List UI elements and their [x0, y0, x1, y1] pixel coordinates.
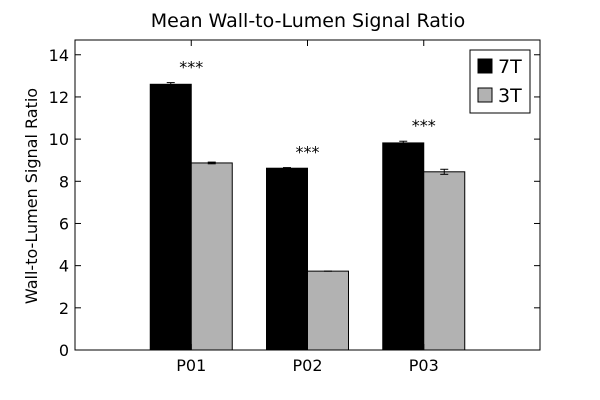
chart-title: Mean Wall-to-Lumen Signal Ratio: [151, 10, 465, 32]
y-tick-label-12: 12: [49, 88, 69, 107]
bar-7t-p01: [149, 83, 192, 351]
y-tick-label-8: 8: [59, 172, 69, 191]
bar-3t-p01: [190, 162, 233, 351]
significance-group: *** *** ***: [179, 58, 436, 162]
bar-3t-p03: [423, 171, 466, 351]
significance-marker-p01: ***: [179, 58, 203, 77]
y-axis-ticks: 0 2 4 6 8 10 12 14: [49, 46, 540, 360]
y-tick-label-10: 10: [49, 130, 69, 149]
error-bars-group: [166, 82, 449, 272]
legend-label-3t: 3T: [498, 85, 522, 107]
legend-label-7t: 7T: [498, 56, 522, 78]
bar-7t-p02: [266, 167, 308, 351]
x-axis-ticks: P01 P02 P03: [176, 40, 439, 375]
y-tick-label-6: 6: [59, 214, 69, 233]
x-tick-label-p02: P02: [292, 356, 322, 375]
significance-marker-p03: ***: [412, 116, 436, 135]
legend-swatch-7t: [477, 58, 493, 74]
y-tick-label-2: 2: [59, 299, 69, 318]
significance-marker-p02: ***: [296, 143, 320, 162]
bar-3t-p02: [307, 270, 349, 351]
y-tick-label-0: 0: [59, 341, 69, 360]
x-tick-label-p03: P03: [409, 356, 439, 375]
y-tick-label-4: 4: [59, 257, 69, 276]
x-tick-label-p01: P01: [176, 356, 206, 375]
legend-swatch-3t: [477, 87, 493, 103]
bar-7t-p03: [382, 142, 425, 351]
y-tick-label-14: 14: [49, 46, 69, 65]
y-axis-label: Wall-to-Lumen Signal Ratio: [22, 88, 41, 304]
